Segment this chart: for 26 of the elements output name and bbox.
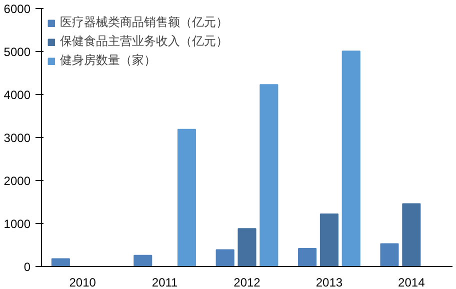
bar xyxy=(298,248,317,266)
bar xyxy=(51,258,70,266)
x-tick-label: 2010 xyxy=(69,276,96,289)
x-tick-label: 2013 xyxy=(316,276,343,289)
bar xyxy=(260,84,278,266)
bar xyxy=(320,214,338,266)
bar xyxy=(177,128,196,266)
bar xyxy=(380,243,399,266)
y-tick-label: 1000 xyxy=(4,217,31,231)
y-tick-label: 2000 xyxy=(4,174,31,188)
y-tick-label: 4000 xyxy=(4,88,31,102)
x-tick-label: 2011 xyxy=(152,276,178,289)
bar xyxy=(238,228,256,266)
bar xyxy=(134,254,152,266)
bar xyxy=(342,50,360,266)
legend-label: 医疗器械类商品销售额（亿元） xyxy=(60,14,228,31)
y-tick-label: 0 xyxy=(24,260,31,274)
legend-label: 健身房数量（家） xyxy=(60,52,156,69)
bar xyxy=(216,249,234,266)
y-tick-label: 6000 xyxy=(4,2,31,16)
y-tick-label: 5000 xyxy=(4,45,31,59)
x-tick-label: 2014 xyxy=(398,276,426,289)
y-tick-label: 3000 xyxy=(4,131,31,145)
legend-label: 保健食品主营业务收入（亿元） xyxy=(60,33,228,50)
bar xyxy=(402,203,421,266)
x-tick-label: 2012 xyxy=(234,276,261,289)
